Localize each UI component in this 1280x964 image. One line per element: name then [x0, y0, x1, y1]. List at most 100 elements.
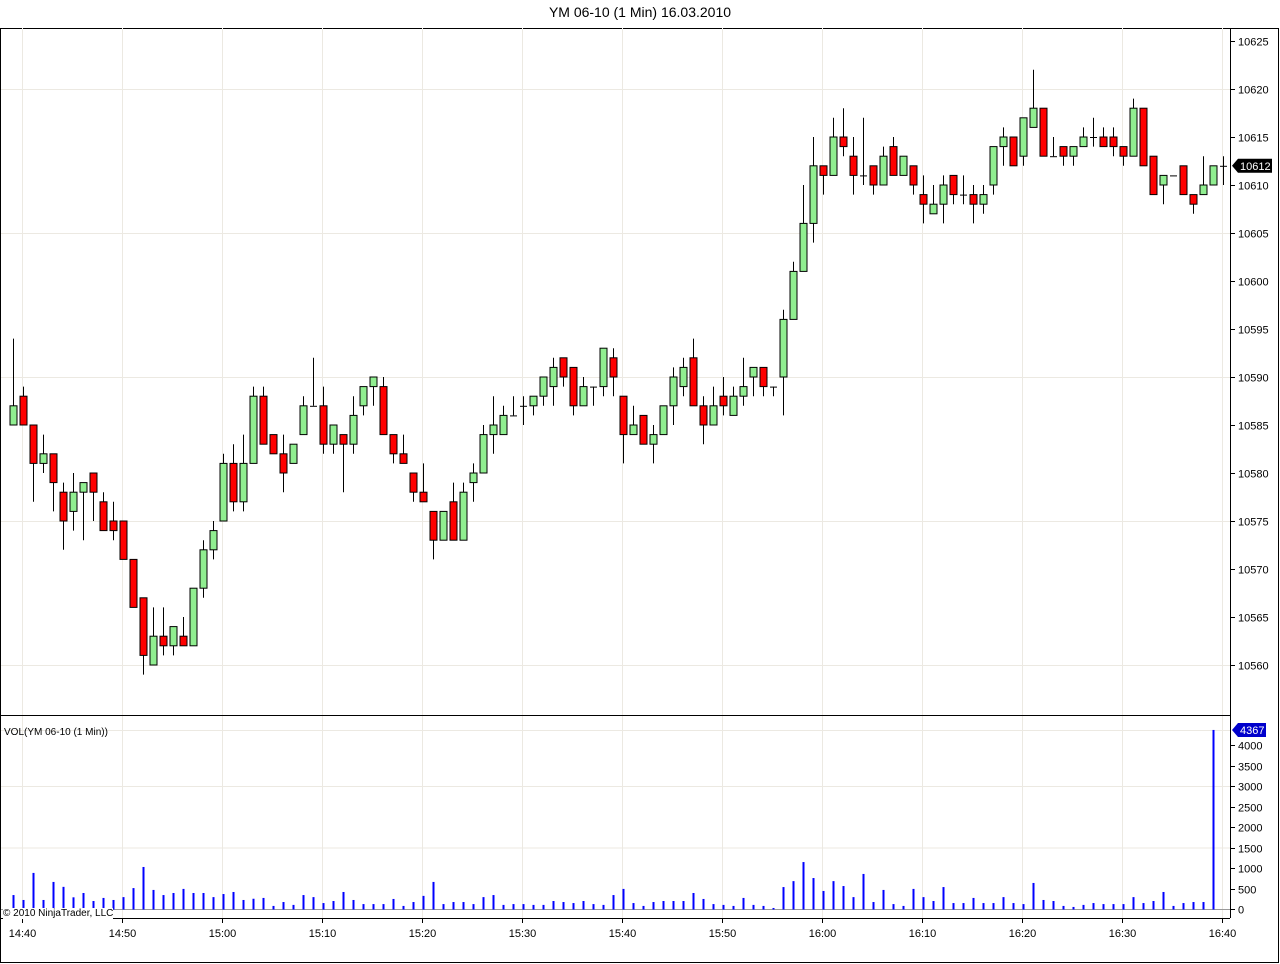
candle-body: [979, 194, 988, 205]
indicator-label: VOL(YM 06-10 (1 Min)): [4, 727, 108, 738]
volume-bar: [342, 891, 345, 910]
candle: [69, 473, 78, 531]
candle: [829, 117, 838, 176]
candle: [249, 386, 258, 464]
volume-bar: [132, 888, 135, 910]
candle: [479, 425, 488, 474]
candle: [1170, 175, 1177, 177]
candle: [699, 396, 708, 445]
volume-bar: [952, 903, 955, 910]
candle: [659, 405, 668, 436]
volume-bar: [692, 893, 695, 910]
candle: [139, 597, 148, 675]
volume-bar: [942, 887, 945, 910]
candle-body: [749, 366, 758, 378]
candle: [379, 377, 388, 436]
candle-body: [539, 376, 548, 397]
candle: [339, 434, 348, 493]
candle-body: [949, 174, 958, 196]
candle-body: [879, 155, 888, 186]
candle: [979, 185, 988, 214]
candle: [219, 453, 228, 522]
volume-bar: [62, 886, 65, 910]
candle: [559, 357, 568, 387]
candle: [549, 357, 558, 406]
candle: [1090, 117, 1097, 147]
volume-bar: [302, 895, 305, 910]
candle-body: [829, 136, 838, 176]
volume-bar: [542, 904, 545, 910]
volume-bar: [122, 897, 125, 910]
candle-body: [1099, 136, 1108, 148]
candle-body: [359, 386, 368, 407]
volume-bar: [502, 904, 505, 910]
candle-body: [429, 510, 438, 541]
volume-bar: [1112, 904, 1115, 910]
volume-bar: [672, 901, 675, 910]
volume-bar: [1082, 904, 1085, 910]
candle-body: [1139, 107, 1148, 167]
volume-bar: [552, 901, 555, 910]
volume-bar: [1202, 902, 1205, 910]
candle: [1099, 127, 1108, 148]
candle: [869, 165, 878, 195]
candle-body: [819, 165, 828, 176]
candle-body: [579, 386, 588, 407]
volume-bar: [702, 898, 705, 910]
volume-bar: [1152, 901, 1155, 910]
volume-bar: [452, 902, 455, 910]
volume-bar: [1182, 903, 1185, 910]
volume-bar: [172, 893, 175, 910]
x-tick-label: 15:10: [309, 928, 337, 940]
candle-body: [889, 146, 898, 176]
x-tick-label: 14:40: [9, 928, 37, 940]
candle: [179, 617, 188, 647]
x-tick-label: 16:10: [909, 928, 937, 940]
candle-body: [809, 165, 818, 224]
candle: [19, 386, 28, 426]
candle: [789, 261, 798, 320]
volume-tick-label: 4000: [1238, 741, 1262, 753]
candle-body: [159, 635, 168, 647]
candle: [969, 185, 978, 224]
candle: [999, 127, 1008, 166]
candle: [819, 165, 828, 195]
candle: [1079, 127, 1088, 148]
candle: [719, 377, 728, 416]
candle-body: [529, 395, 538, 407]
candle: [169, 626, 178, 656]
candle: [1189, 194, 1198, 214]
candle: [499, 405, 508, 436]
candle-body: [729, 395, 738, 416]
volume-bar: [1052, 901, 1055, 910]
candle-body: [599, 347, 608, 388]
candle: [749, 366, 758, 397]
candle-body: [1119, 146, 1128, 157]
volume-bar: [992, 903, 995, 910]
volume-bar: [202, 893, 205, 910]
candle-body: [149, 635, 158, 666]
x-tick-label: 15:40: [609, 928, 637, 940]
candle-body: [209, 530, 218, 551]
candle-body: [389, 434, 398, 455]
volume-bar: [352, 899, 355, 910]
candle: [609, 348, 618, 397]
x-tick-label: 15:30: [509, 928, 537, 940]
volume-bar: [822, 890, 825, 910]
volume-bar: [1092, 903, 1095, 910]
candle-body: [179, 635, 188, 647]
volume-bar: [242, 899, 245, 910]
candle-body: [799, 222, 808, 272]
candle: [1119, 146, 1128, 166]
candle: [669, 367, 678, 425]
volume-bar: [422, 895, 425, 910]
candle-body: [1179, 165, 1188, 196]
candle: [239, 434, 248, 512]
volume-bar: [642, 905, 645, 910]
candle-body: [679, 366, 688, 388]
candle: [849, 137, 858, 195]
volume-bar: [312, 897, 315, 910]
candle: [899, 155, 908, 176]
volume-bar: [612, 895, 615, 910]
